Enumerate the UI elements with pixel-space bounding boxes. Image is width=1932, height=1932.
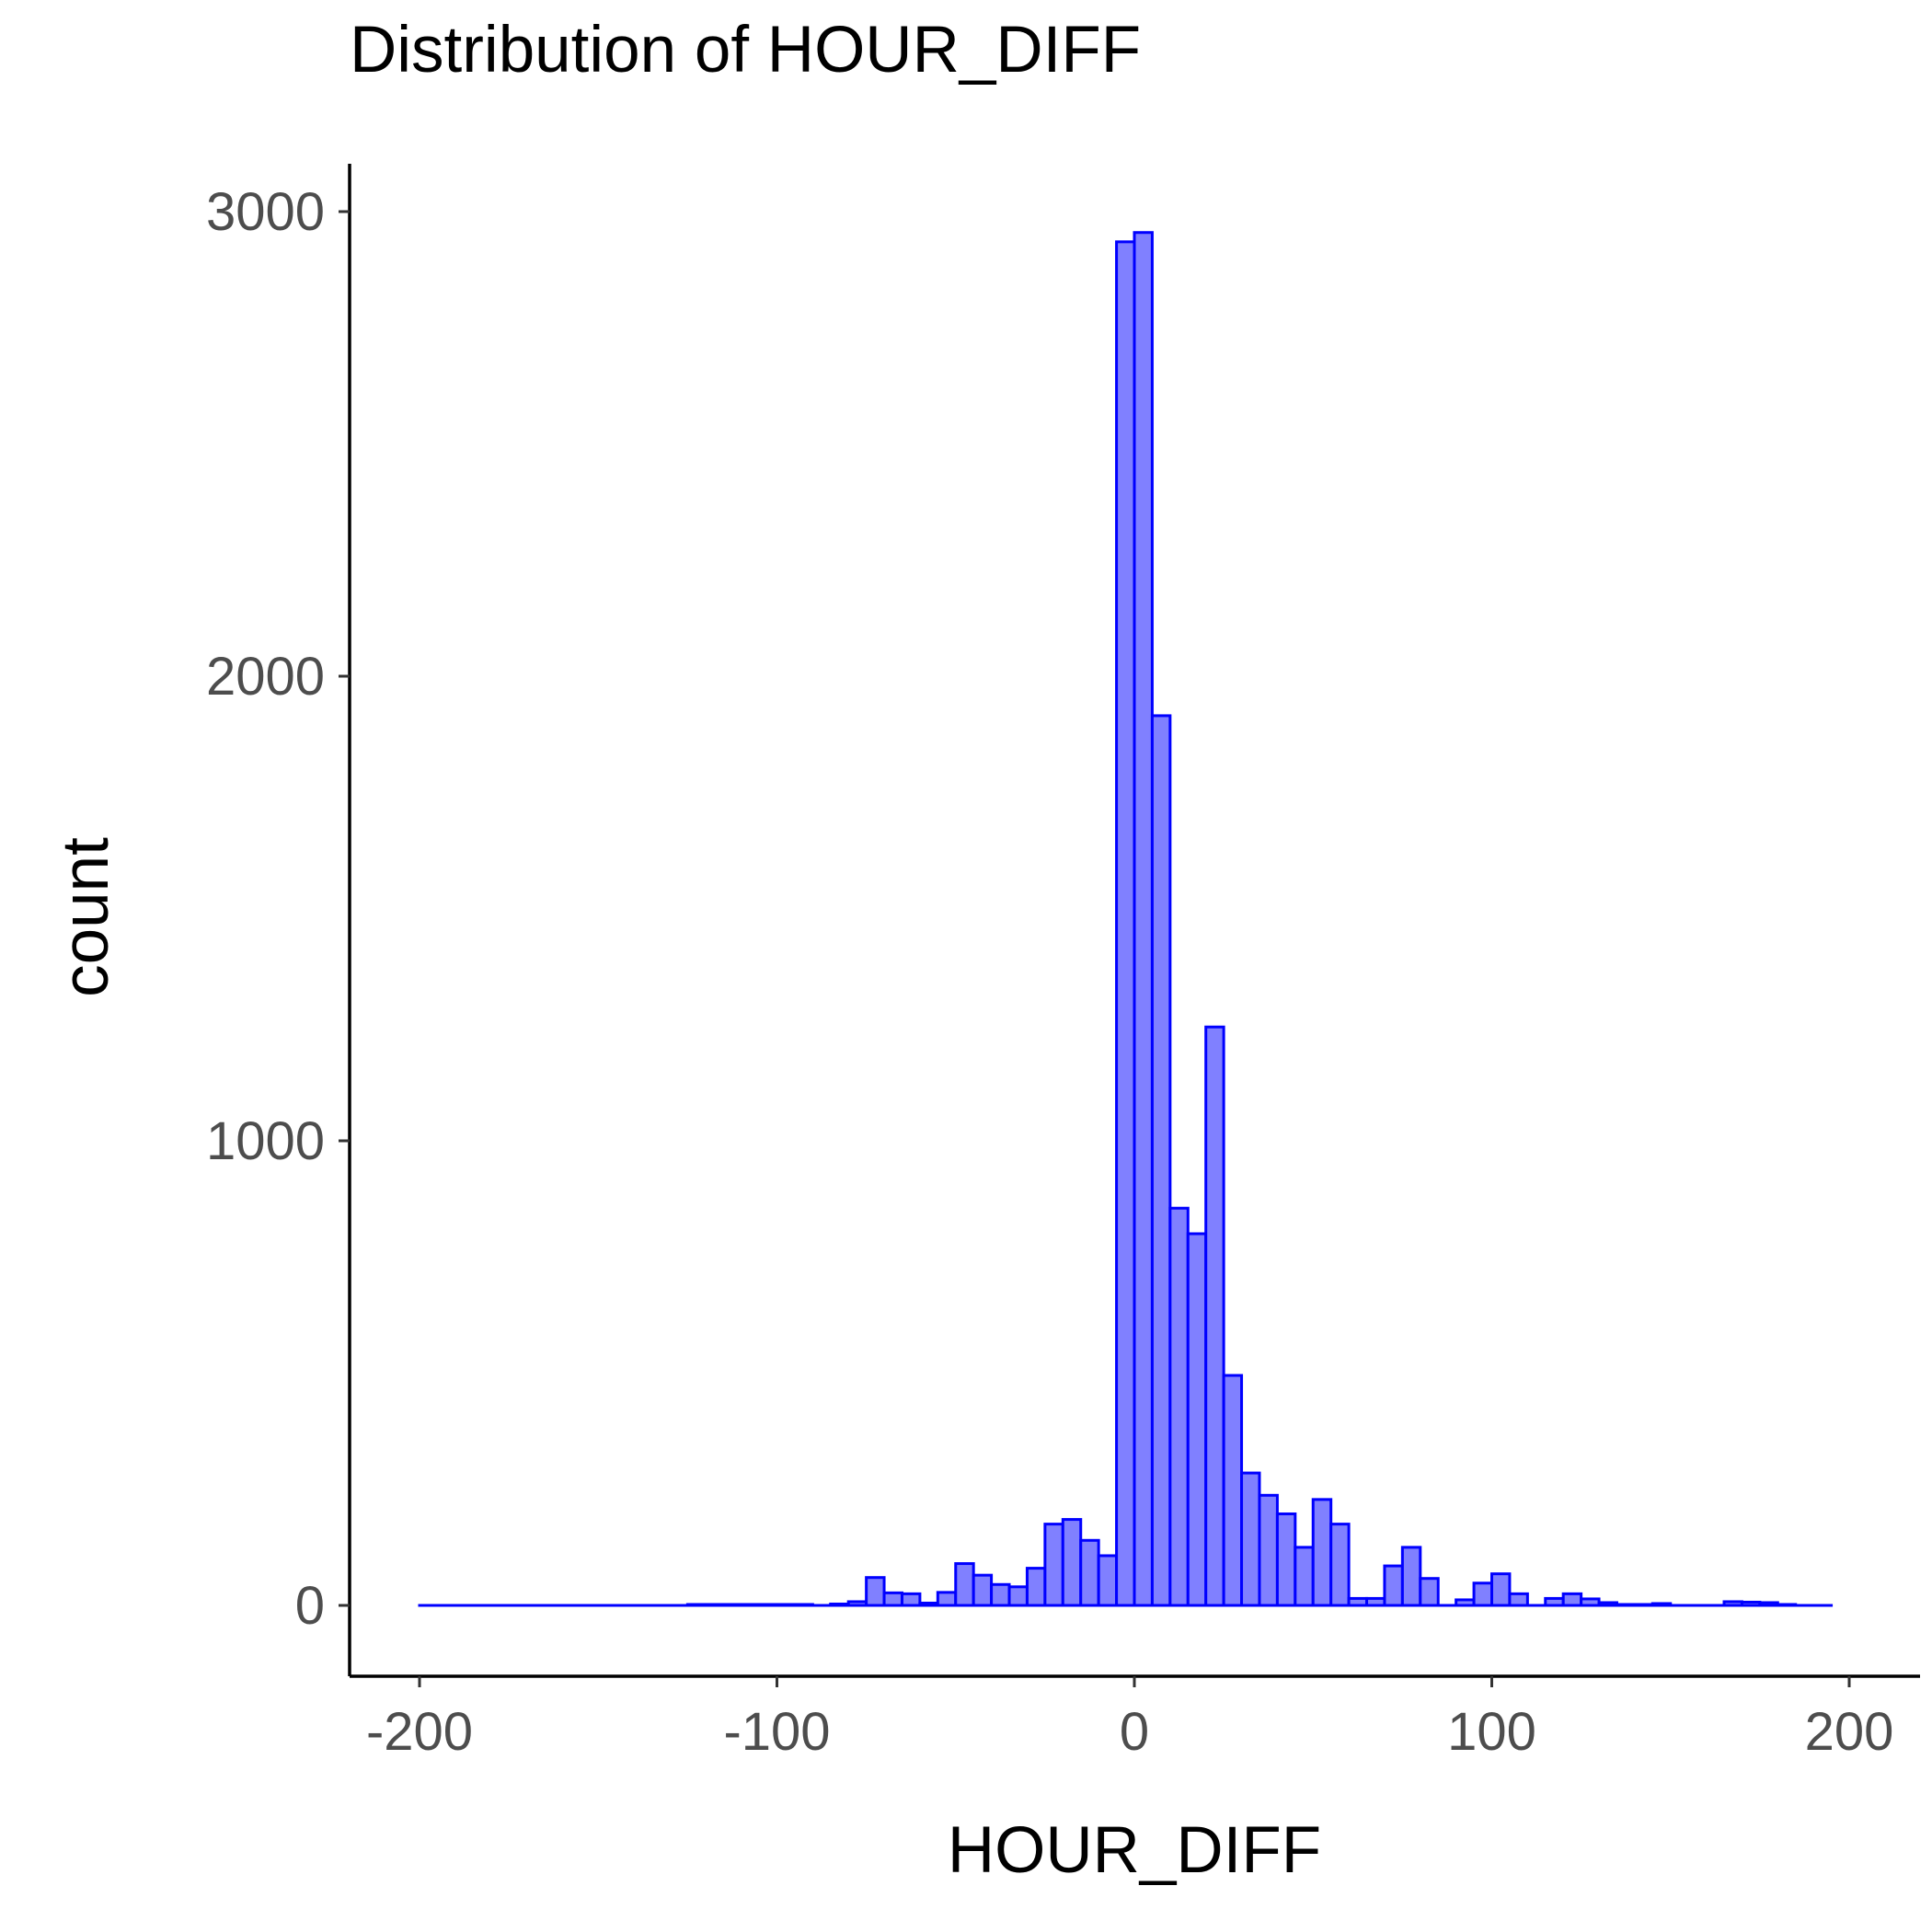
histogram-bar-42 — [1168, 1206, 1190, 1607]
y-tick-label-3: 3000 — [206, 182, 325, 242]
y-axis-ticks: 0 1000 2000 3000 — [206, 182, 350, 1636]
histogram-bar-20 — [776, 1603, 797, 1607]
histogram-bar-18 — [740, 1603, 761, 1607]
histogram-bar-46 — [1240, 1471, 1261, 1607]
histogram-bar-28 — [918, 1601, 939, 1607]
histogram-bar-21 — [793, 1603, 814, 1607]
histogram-bar-59 — [1472, 1581, 1493, 1607]
y-axis-title: count — [50, 837, 122, 997]
histogram-bar-36 — [1061, 1518, 1083, 1607]
histogram-bar-51 — [1329, 1523, 1351, 1607]
chart-title: Distribution of HOUR_DIFF — [350, 14, 1141, 86]
x-tick-label-4: 200 — [1805, 1702, 1894, 1762]
histogram-bar-23 — [829, 1602, 850, 1607]
histogram-bar-15 — [685, 1603, 707, 1607]
histogram-bar-37 — [1079, 1538, 1100, 1607]
histogram-bar-68 — [1633, 1603, 1654, 1607]
histogram-bar-48 — [1275, 1512, 1297, 1607]
x-tick-label-1: -100 — [723, 1702, 830, 1762]
x-axis-title: HOUR_DIFF — [948, 1814, 1321, 1887]
histogram-bar-41 — [1150, 714, 1172, 1607]
histogram-bars — [418, 231, 1834, 1607]
histogram-bar-66 — [1597, 1601, 1618, 1607]
histogram-bar-50 — [1311, 1498, 1333, 1607]
histogram-bar-74 — [1740, 1600, 1762, 1607]
histogram-bar-44 — [1204, 1025, 1225, 1607]
y-tick-label-0: 0 — [295, 1576, 325, 1636]
histogram-bar-43 — [1186, 1232, 1208, 1607]
histogram-bar-52 — [1347, 1596, 1369, 1607]
histogram-bar-25 — [865, 1576, 886, 1607]
y-tick-label-2: 2000 — [206, 647, 325, 707]
histogram-bar-34 — [1025, 1567, 1047, 1607]
histogram-bar-19 — [757, 1603, 779, 1607]
histogram-bar-33 — [1007, 1585, 1029, 1607]
histogram-bar-63 — [1544, 1596, 1565, 1607]
histogram-bar-60 — [1490, 1572, 1512, 1607]
histogram-bar-24 — [846, 1600, 868, 1607]
histogram-bar-35 — [1043, 1523, 1064, 1607]
histogram-bar-53 — [1365, 1596, 1386, 1607]
histogram-bar-29 — [936, 1591, 958, 1607]
histogram-bar-64 — [1561, 1592, 1583, 1607]
x-tick-label-3: 100 — [1447, 1702, 1536, 1762]
histogram-bar-56 — [1419, 1577, 1440, 1607]
histogram-bar-27 — [900, 1592, 922, 1607]
x-tick-label-2: 0 — [1120, 1702, 1149, 1762]
histogram-bar-54 — [1383, 1564, 1404, 1607]
x-tick-label-0: -200 — [366, 1702, 473, 1762]
histogram-bar-73 — [1722, 1600, 1743, 1607]
histogram-bar-69 — [1650, 1602, 1673, 1607]
histogram-bar-75 — [1758, 1601, 1779, 1607]
histogram-bar-38 — [1097, 1554, 1119, 1607]
histogram-bar-58 — [1455, 1598, 1476, 1607]
histogram-bar-65 — [1580, 1597, 1601, 1607]
histogram-bar-55 — [1400, 1546, 1422, 1607]
histogram-bar-61 — [1508, 1592, 1529, 1607]
histogram-bar-47 — [1258, 1493, 1279, 1607]
histogram-bar-49 — [1294, 1546, 1315, 1607]
histogram-bar-30 — [954, 1562, 975, 1607]
x-axis-ticks: -200 -100 0 100 200 — [366, 1676, 1893, 1762]
histogram-bar-45 — [1222, 1374, 1244, 1607]
histogram-bar-40 — [1133, 231, 1154, 1607]
histogram-bar-26 — [882, 1591, 903, 1607]
histogram-bar-76 — [1776, 1603, 1798, 1607]
histogram-bar-39 — [1115, 240, 1136, 1607]
histogram-bar-67 — [1615, 1603, 1637, 1607]
histogram-bar-32 — [990, 1582, 1011, 1607]
histogram-bar-31 — [972, 1573, 994, 1607]
histogram-bar-17 — [721, 1603, 743, 1607]
histogram-bar-16 — [704, 1603, 725, 1607]
y-tick-label-1: 1000 — [206, 1111, 325, 1171]
